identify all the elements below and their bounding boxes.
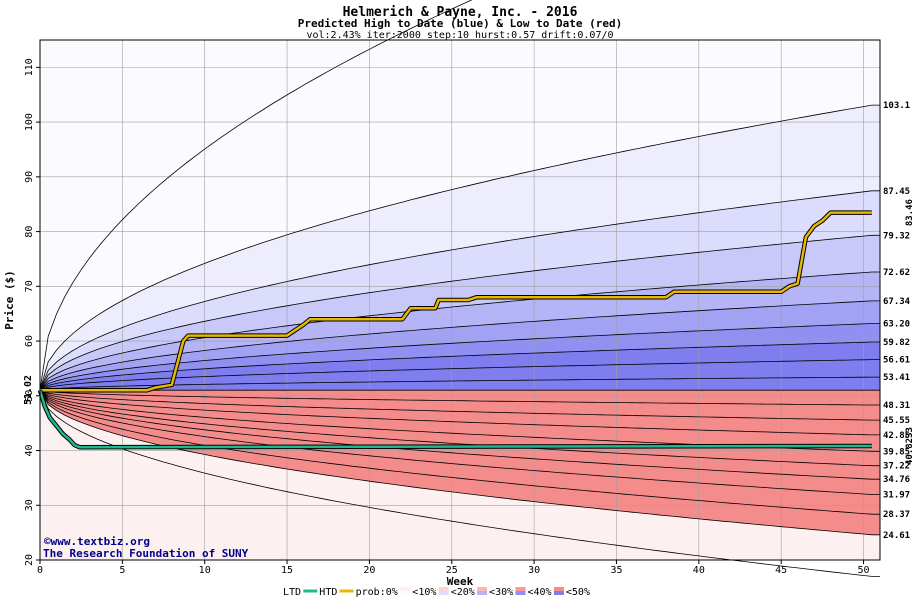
quantile-line-6	[39, 323, 880, 391]
x-tick-label-15: 15	[281, 565, 293, 576]
x-tick-label-45: 45	[775, 565, 787, 576]
quantile-line-1	[39, 104, 880, 391]
plot-frame	[39, 39, 881, 561]
x-tick-label-5: 5	[119, 565, 125, 576]
grid-lines	[39, 40, 880, 561]
quantile-label-87.45: 87.45	[883, 187, 910, 197]
quantile-label-67.34: 67.34	[883, 297, 911, 307]
y-tick-label-100: 100	[24, 113, 35, 131]
legend-swatch-1-top	[400, 587, 411, 591]
quantile-line-17	[39, 389, 880, 495]
legend-label-4: <40%	[528, 587, 552, 598]
x-tick-label-25: 25	[446, 565, 458, 576]
y-tick-label-70: 70	[24, 280, 35, 292]
x-tick-label-10: 10	[199, 565, 211, 576]
quantile-line-7	[39, 341, 880, 391]
x-tick-label-20: 20	[363, 565, 375, 576]
axis-ticks: 0 5 10 15 20 25 30 35 40 45 50 20 30 40 50 60 70 80 90 100 1…	[24, 58, 870, 576]
quantile-line-12	[39, 389, 880, 421]
legend-swatch-2-bottom	[438, 591, 449, 595]
band-blue-9	[40, 377, 880, 391]
quantile-label-63.20: 63.20	[883, 320, 910, 330]
x-tick-label-30: 30	[528, 565, 540, 576]
quantile-line-0	[39, 0, 473, 391]
quantile-line-3	[39, 234, 880, 391]
quantile-line-10	[39, 390, 880, 577]
quantile-lines	[39, 0, 880, 577]
quantile-label-37.22: 37.22	[883, 462, 910, 472]
y-tick-label-110: 110	[24, 58, 35, 76]
legend-swatch-5-top	[553, 587, 564, 591]
quantile-line-11	[39, 389, 880, 406]
quantile-line-2	[39, 190, 880, 391]
y-tick-label-80: 80	[24, 226, 35, 238]
y-tick-label-50: 50	[24, 390, 35, 402]
y-tick-label-60: 60	[24, 335, 35, 347]
quantile-label-79.32: 79.32	[883, 231, 910, 241]
quantile-label-45.55: 45.55	[883, 416, 910, 426]
series-paths	[37, 210, 872, 450]
htd-series	[40, 211, 872, 392]
legend-swatch-3-bottom	[477, 591, 488, 595]
legend-label-5: <50%	[566, 587, 590, 598]
quantile-label-42.85: 42.85	[883, 431, 910, 441]
legend-swatch-2-top	[438, 587, 449, 591]
quantile-line-18	[39, 389, 880, 515]
quantile-label-56.61: 56.61	[883, 356, 910, 366]
right-labels: 103.1 87.45 79.32 72.62 67.34 63.20 59.82 56.61…	[883, 101, 915, 541]
quantile-line-16	[39, 389, 880, 480]
quantile-line-13	[39, 389, 880, 436]
ltd-end-label: 40.8233	[905, 427, 915, 465]
legend-swatch-3-top	[477, 587, 488, 591]
chart-title: Helmerich & Payne, Inc. - 2016	[343, 5, 578, 20]
legend-label-prob: prob:0%	[356, 587, 398, 598]
quantile-label-48.31: 48.31	[883, 401, 910, 411]
quantile-label-28.37: 28.37	[883, 510, 910, 520]
quantile-label-72.62: 72.62	[883, 268, 910, 278]
x-tick-label-50: 50	[858, 565, 870, 576]
x-tick-label-40: 40	[693, 565, 705, 576]
legend-label-3: <30%	[489, 587, 513, 598]
legend-swatch-4-bottom	[515, 591, 526, 595]
credit-foundation: The Research Foundation of SUNY	[43, 547, 249, 560]
start-price-label: 51.02	[23, 375, 34, 405]
quantile-label-24.61: 24.61	[883, 531, 910, 541]
legend-swatch-5-bottom	[553, 591, 564, 595]
quantile-label-34.76: 34.76	[883, 475, 910, 485]
legend-label-2: <20%	[451, 587, 475, 598]
legend-label-ltd: LTD	[283, 587, 301, 598]
quantile-label-53.41: 53.41	[883, 373, 910, 383]
y-tick-label-30: 30	[24, 499, 35, 511]
y-tick-label-90: 90	[24, 171, 35, 183]
probability-bands	[40, 40, 880, 560]
y-tick-label-40: 40	[24, 445, 35, 457]
quantile-line-9	[39, 376, 880, 391]
credit-copyright: ©www.textbiz.org	[44, 535, 150, 548]
x-axis-label: Week	[447, 575, 474, 588]
quantile-label-31.97: 31.97	[883, 490, 910, 500]
quantile-line-4	[39, 271, 880, 391]
legend-label-1: <10%	[412, 587, 436, 598]
htd-end-label: 83.46	[905, 199, 915, 226]
legend-swatch-1-bottom	[400, 591, 411, 595]
ltd-series	[38, 389, 872, 449]
legend: LTD HTD prob:0% <10% <20% <30% <40% <50%	[283, 587, 590, 598]
quantile-line-8	[39, 359, 880, 391]
chart-params: vol:2.43% iter:2000 step:10 hurst:0.57 d…	[306, 30, 613, 41]
quantile-line-19	[39, 390, 880, 536]
quantile-line-15	[39, 389, 880, 467]
legend-swatch-4-top	[515, 587, 526, 591]
y-tick-label-20: 20	[24, 554, 35, 566]
x-tick-label-35: 35	[610, 565, 622, 576]
band-red-9	[40, 390, 880, 535]
x-tick-label-0: 0	[37, 565, 43, 576]
quantile-label-39.85: 39.85	[883, 447, 910, 457]
y-axis-label: Price ($)	[3, 270, 16, 330]
quantile-label-59.82: 59.82	[883, 338, 910, 348]
legend-label-htd: HTD	[319, 587, 337, 598]
quantile-label-103.1: 103.1	[883, 101, 910, 111]
chart-subtitle: Predicted High to Date (blue) & Low to D…	[298, 17, 623, 30]
